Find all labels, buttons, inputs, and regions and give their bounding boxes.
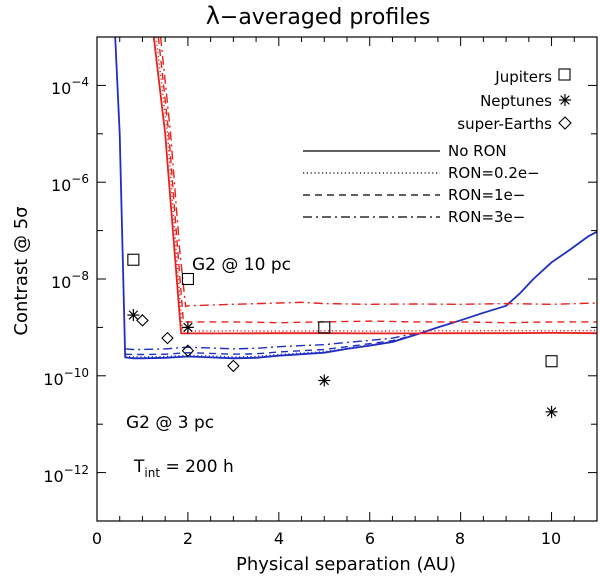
legend-label-super-earths: super-Earths <box>457 115 552 133</box>
series-line-3 <box>125 332 416 351</box>
series-line-5 <box>155 37 597 332</box>
point-diamond-1 <box>161 331 174 345</box>
point-diamond-3 <box>227 359 240 373</box>
y-tick-exp: −12 <box>64 463 89 477</box>
y-tick-label-1e-8: 10−8 <box>51 269 89 292</box>
x-tick-label-4: 4 <box>274 529 284 548</box>
ticks-layer <box>96 36 598 522</box>
title-rest: −averaged profiles <box>220 5 430 30</box>
series-line-4 <box>152 37 597 335</box>
x-tick-label-8: 8 <box>455 529 465 548</box>
y-tick-base: 10 <box>43 467 63 486</box>
series-line-6 <box>157 37 597 324</box>
y-tick-base: 10 <box>43 370 63 389</box>
y-axis-label-text: Contrast @ 5 <box>11 218 32 336</box>
y-tick-label-1e-6: 10−6 <box>51 172 89 195</box>
series-line-0 <box>114 37 597 360</box>
y-tick-base: 10 <box>51 79 71 98</box>
x-tick-label-6: 6 <box>365 529 375 548</box>
y-tick-label-1e-4: 10−4 <box>51 75 89 98</box>
annotation-g2-3pc: G2 @ 3 pc <box>126 413 214 433</box>
tint-T: T <box>133 457 145 477</box>
series-line-7 <box>159 37 597 308</box>
point-asterisk-0 <box>127 309 140 322</box>
x-tick-label-2: 2 <box>183 529 193 548</box>
point-square-2 <box>318 321 331 334</box>
point-asterisk-1 <box>181 321 194 334</box>
annotation-tint: Tint = 200 h <box>133 457 234 480</box>
tint-sub: int <box>144 466 160 480</box>
y-tick-exp: −4 <box>71 75 89 89</box>
points-layer <box>127 253 558 418</box>
point-diamond-2 <box>181 344 195 357</box>
chart-title: λ−averaged profiles <box>206 2 431 30</box>
point-square-0 <box>127 253 140 266</box>
y-tick-exp: −6 <box>71 172 89 186</box>
point-square-1 <box>181 272 194 286</box>
y-axis-label: Contrast @ 5σ <box>11 206 32 335</box>
legend-marker-diamond <box>558 116 572 130</box>
legend-label-neptunes: Neptunes <box>480 92 552 110</box>
legend-marker-asterisk <box>559 94 571 106</box>
tint-rest: = 200 h <box>160 457 234 477</box>
point-asterisk-2 <box>318 374 331 387</box>
legend-label-ron-3: RON=3e− <box>448 208 525 226</box>
y-axis-label-sigma: σ <box>11 206 32 217</box>
legend-label-jupiters: Jupiters <box>494 68 552 86</box>
y-tick-exp: −10 <box>64 366 89 380</box>
y-tick-label-1e-12: 10−12 <box>43 463 89 486</box>
y-tick-base: 10 <box>51 273 71 292</box>
y-tick-label-1e-10: 10−10 <box>43 366 89 389</box>
legend-label-ron-0-2: RON=0.2e− <box>448 164 540 182</box>
x-tick-label-0: 0 <box>92 529 102 548</box>
point-asterisk-3 <box>545 405 558 418</box>
legend-marker-square <box>558 68 571 81</box>
series-line-2 <box>125 334 416 356</box>
series-layer <box>114 37 597 360</box>
title-lambda: λ <box>206 2 220 30</box>
legend-label-no-ron: No RON <box>448 142 507 160</box>
point-diamond-0 <box>136 314 149 327</box>
legend-label-ron-1: RON=1e− <box>448 186 525 204</box>
annotation-g2-10pc: G2 @ 10 pc <box>192 255 291 275</box>
y-tick-base: 10 <box>51 176 71 195</box>
point-square-3 <box>545 355 558 368</box>
x-tick-label-10: 10 <box>541 529 561 548</box>
x-axis-label: Physical separation (AU) <box>236 554 456 575</box>
y-tick-exp: −8 <box>71 269 89 283</box>
